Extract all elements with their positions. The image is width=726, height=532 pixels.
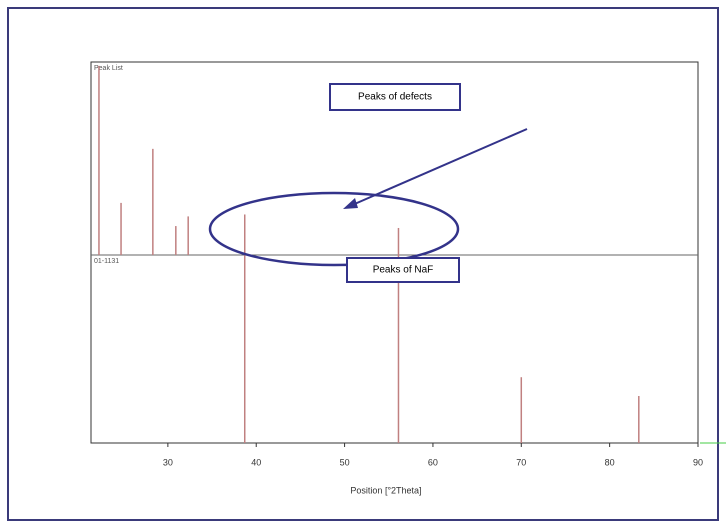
plot-area (90, 61, 699, 444)
x-axis-label: Position [°2Theta] (350, 485, 421, 495)
x-tick-label: 90 (693, 457, 703, 467)
x-tick-label: 80 (605, 457, 615, 467)
panel-label: Peak List (94, 65, 123, 72)
x-tick-label: 40 (251, 457, 261, 467)
annotation-box (346, 257, 460, 283)
annotation: Peaks of defects (358, 92, 432, 103)
x-tick-label: 60 (428, 457, 438, 467)
annotation-box (329, 83, 461, 111)
panel-label: 01-1131 (94, 258, 119, 265)
x-tick-label: 70 (516, 457, 526, 467)
x-tick-label: 50 (340, 457, 350, 467)
arrow (349, 128, 528, 207)
highlight-ellipse (208, 191, 460, 267)
annotation: Peaks of NaF (373, 265, 434, 276)
arrow-head (343, 198, 358, 209)
x-tick-label: 30 (163, 457, 173, 467)
